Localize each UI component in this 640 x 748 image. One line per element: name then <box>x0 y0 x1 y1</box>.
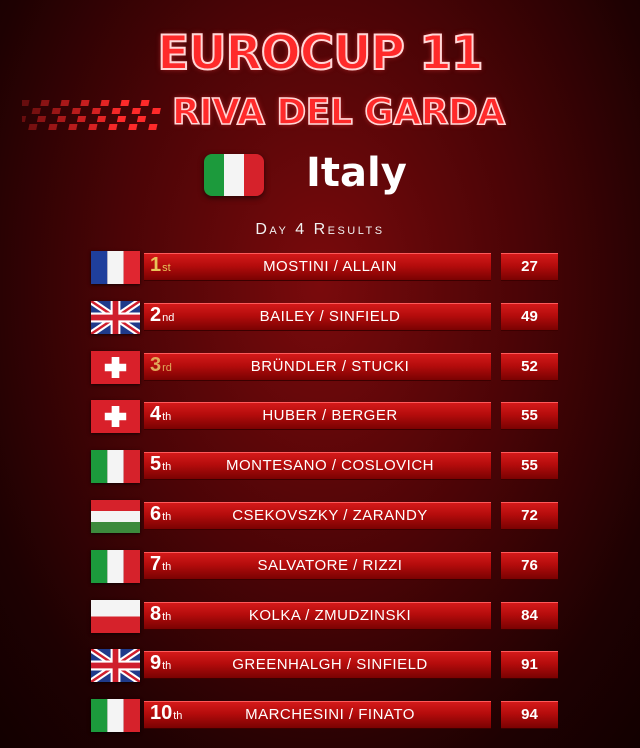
position-number: 2 <box>150 303 162 326</box>
score-box <box>501 502 558 530</box>
position-suffix: th <box>162 610 172 623</box>
result-row: 6th CSEKOVSZKY / ZARANDY 72 <box>0 497 640 537</box>
position-label: 9th <box>150 652 171 675</box>
position-suffix: th <box>162 660 172 673</box>
score-value: 52 <box>521 357 538 375</box>
checkered-flag-icon <box>22 100 161 130</box>
position-number: 6 <box>150 503 162 525</box>
result-row: 10th MARCHESINI / FINATO 94 <box>0 696 640 736</box>
result-row: 5th MONTESANO / COSLOVICH 55 <box>0 447 640 487</box>
france-flag-icon <box>91 251 140 284</box>
score-value: 94 <box>521 706 538 724</box>
country-name: Italy <box>306 150 407 196</box>
name-bar <box>144 452 491 481</box>
position-label: 10th <box>150 702 182 725</box>
name-bar <box>144 352 491 381</box>
crew-names: GREENHALGH / SINFIELD <box>232 656 428 674</box>
italy-flag-icon <box>91 699 140 733</box>
position-number: 8 <box>150 602 162 625</box>
score-box <box>501 701 558 730</box>
score-value: 55 <box>521 407 538 425</box>
position-label: 4th <box>150 403 171 426</box>
position-label: 6th <box>150 503 171 526</box>
result-row: 9th GREENHALGH / SINFIELD 91 <box>0 646 640 686</box>
score-box <box>501 302 558 331</box>
score-box <box>501 402 558 431</box>
position-number: 1 <box>150 254 162 276</box>
score-value: 72 <box>521 507 538 524</box>
position-number: 5 <box>150 453 162 476</box>
position-number: 4 <box>150 403 162 426</box>
position-suffix: th <box>162 560 172 573</box>
score-value: 76 <box>521 556 538 574</box>
italy-flag-icon <box>91 549 140 583</box>
score-value: 84 <box>521 606 538 624</box>
position-label: 3rd <box>150 354 172 377</box>
switzerland-flag-icon <box>91 350 140 384</box>
name-bar <box>144 651 491 680</box>
position-suffix: th <box>162 511 172 523</box>
name-bar <box>144 551 491 580</box>
position-number: 9 <box>150 652 162 675</box>
hungary-flag-icon <box>91 500 140 533</box>
result-row: 7th SALVATORE / RIZZI 76 <box>0 547 640 587</box>
position-number: 7 <box>150 552 162 575</box>
crew-names: BAILEY / SINFIELD <box>259 307 401 325</box>
score-box <box>501 551 558 580</box>
poland-flag-icon <box>91 599 140 633</box>
crew-names: SALVATORE / RIZZI <box>257 556 403 574</box>
crew-names: KOLKA / ZMUDZINSKI <box>248 606 412 624</box>
result-row: 8th KOLKA / ZMUDZINSKI 84 <box>0 597 640 637</box>
position-number: 10 <box>150 702 173 725</box>
position-label: 1st <box>150 254 171 277</box>
crew-names: CSEKOVSZKY / ZARANDY <box>232 507 428 524</box>
name-bar <box>144 502 491 530</box>
crew-names: MONTESANO / COSLOVICH <box>225 457 435 475</box>
event-title: EUROCUP 11 <box>156 25 484 82</box>
crew-names: MARCHESINI / FINATO <box>245 706 415 724</box>
position-suffix: st <box>162 262 171 274</box>
crew-names: HUBER / BERGER <box>262 407 398 425</box>
italy-flag-icon <box>91 450 140 484</box>
score-value: 55 <box>521 457 538 475</box>
position-label: 5th <box>150 453 171 476</box>
score-value: 27 <box>521 258 538 275</box>
italy-flag-icon <box>204 154 264 196</box>
score-box <box>501 651 558 680</box>
position-label: 2nd <box>150 304 174 327</box>
score-box <box>501 452 558 481</box>
score-box <box>501 601 558 630</box>
name-bar <box>144 701 491 730</box>
score-box <box>501 253 558 281</box>
switzerland-flag-icon <box>91 400 140 434</box>
result-row: 1st MOSTINI / ALLAIN 27 <box>0 248 640 288</box>
position-suffix: nd <box>162 311 175 324</box>
position-suffix: rd <box>162 361 172 374</box>
uk-flag-icon <box>91 649 140 683</box>
score-value: 49 <box>521 307 538 325</box>
result-row: 2nd BAILEY / SINFIELD 49 <box>0 298 640 338</box>
name-bar <box>144 253 491 281</box>
position-label: 8th <box>150 603 171 626</box>
crew-names: BRÜNDLER / STUCKI <box>250 357 410 375</box>
event-venue: RIVA DEL GARDA <box>171 91 506 134</box>
result-row: 3rd BRÜNDLER / STUCKI 52 <box>0 348 640 388</box>
position-suffix: th <box>162 461 172 474</box>
result-row: 4th HUBER / BERGER 55 <box>0 397 640 437</box>
position-label: 7th <box>150 553 171 576</box>
results-subtitle: Day 4 Results <box>255 221 385 238</box>
name-bar <box>144 601 491 630</box>
position-number: 3 <box>150 353 162 376</box>
position-suffix: th <box>173 710 183 723</box>
position-suffix: th <box>162 411 172 424</box>
crew-names: MOSTINI / ALLAIN <box>263 258 397 275</box>
name-bar <box>144 402 491 431</box>
uk-flag-icon <box>91 300 140 334</box>
score-value: 91 <box>521 656 538 674</box>
score-box <box>501 352 558 381</box>
name-bar <box>144 302 491 331</box>
